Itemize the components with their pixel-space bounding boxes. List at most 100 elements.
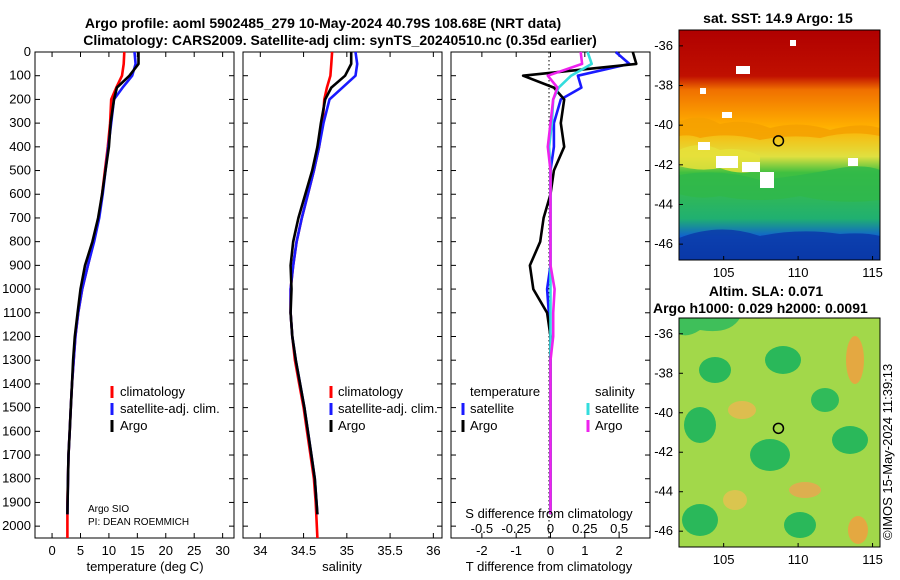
legend-sal-argo: Argo <box>595 418 622 433</box>
salinity-legend: climatology satellite-adj. clim. Argo <box>329 384 438 433</box>
depth-tick-label: 2000 <box>2 518 31 533</box>
depth-tick-label: 700 <box>9 210 31 225</box>
lat-tick-label: -36 <box>654 326 673 341</box>
sla-map-frame <box>678 317 881 548</box>
series-line-argo <box>289 52 353 515</box>
x-tick-label: -2 <box>476 543 488 558</box>
x-tick-label: 35 <box>340 543 354 558</box>
legend-satellite: satellite-adj. clim. <box>120 401 220 416</box>
lon-tick-label: 115 <box>862 265 883 280</box>
argo-institution: Argo SIO <box>88 504 129 515</box>
salinity-depth-ticks <box>243 51 442 527</box>
depth-tick-label: 1600 <box>2 423 31 438</box>
legend-argo: Argo <box>120 418 147 433</box>
depth-tick-label: 500 <box>9 163 31 178</box>
depth-tick-label: 1300 <box>2 352 31 367</box>
x-tick-label: 25 <box>187 543 201 558</box>
sst-map-frame <box>678 29 881 261</box>
legend-satellite: satellite-adj. clim. <box>338 401 438 416</box>
depth-tick-label: 1900 <box>2 494 31 509</box>
sst-cloud-mask <box>700 88 706 94</box>
x-tick-label: 30 <box>215 543 229 558</box>
argo-pi: PI: DEAN ROEMMICH <box>88 517 189 528</box>
lat-tick-label: -42 <box>654 157 673 172</box>
series-line-salinity-argo <box>546 51 584 515</box>
legend-temp-satellite: satellite <box>470 401 514 416</box>
lat-tick-label: -36 <box>654 38 673 53</box>
depth-tick-label: 1800 <box>2 471 31 486</box>
legend-sal-satellite: satellite <box>595 401 639 416</box>
x-tick-label: 10 <box>102 543 116 558</box>
depth-tick-label: 800 <box>9 234 31 249</box>
x-tick-label: 35.5 <box>377 543 402 558</box>
legend-climatology: climatology <box>120 384 186 399</box>
sst-cloud-mask <box>716 156 738 168</box>
salinity-difference-axis: -0.5 -0.25 0 0.25 0.5 <box>471 521 628 536</box>
x-tick-label: 15 <box>130 543 144 558</box>
x-tick-label: 36 <box>426 543 440 558</box>
figure-title-line2: Climatology: CARS2009. Satellite-adj cli… <box>83 32 597 48</box>
s-difference-tick-label: 0.25 <box>572 521 597 536</box>
sst-orange-band <box>679 117 880 140</box>
sla-map-subtitle: Argo h1000: 0.029 h2000: 0.0091 <box>653 300 868 316</box>
sla-green-eddy <box>784 512 816 538</box>
temperature-axes-box <box>34 51 235 539</box>
sla-green-patch <box>679 318 740 336</box>
sst-map-title: sat. SST: 14.9 Argo: 15 <box>703 10 853 26</box>
lat-tick-label: -40 <box>654 117 673 132</box>
temperature-legend: climatology satellite-adj. clim. Argo <box>110 384 220 433</box>
salinity-x-axis: 34 34.5 35 35.5 36 <box>253 52 441 558</box>
argo-float-marker <box>772 135 785 147</box>
lon-tick-label: 110 <box>788 265 809 280</box>
salinity-xlabel: salinity <box>322 559 362 574</box>
depth-tick-label: 0 <box>24 44 31 59</box>
sst-map-image <box>679 30 880 260</box>
lat-tick-label: -46 <box>654 523 673 538</box>
sla-green-eddy <box>765 346 801 374</box>
lon-tick-label: 115 <box>862 552 883 567</box>
imos-credit: ©IMOS 15-May-2024 11:39:13 <box>880 364 895 540</box>
lat-tick-label: -44 <box>654 484 673 499</box>
sla-map-title: Altim. SLA: 0.071 <box>709 283 824 299</box>
legend-salinity-header: salinity <box>595 384 635 399</box>
lat-tick-label: -38 <box>654 365 673 380</box>
temperature-xlabel: temperature (deg C) <box>86 559 203 574</box>
x-tick-label: 0 <box>48 543 55 558</box>
sla-lon-axis: 105 110 115 <box>713 543 883 567</box>
sla-orange-ridge <box>789 482 821 498</box>
sst-cloud-mask <box>760 172 774 188</box>
depth-tick-label: 900 <box>9 257 31 272</box>
depth-tick-label: 1700 <box>2 447 31 462</box>
lat-tick-label: -46 <box>654 236 673 251</box>
depth-tick-label: 1200 <box>2 328 31 343</box>
lat-tick-label: -38 <box>654 78 673 93</box>
legend-argo: Argo <box>338 418 365 433</box>
x-tick-label: 20 <box>159 543 173 558</box>
s-difference-tick-label: 0 <box>547 521 554 536</box>
salinity-panel: 34 34.5 35 35.5 36 salinity climatology sate… <box>242 51 443 574</box>
x-tick-label: 1 <box>581 543 588 558</box>
difference-panel: -2 -1 0 1 2 -0.5 -0.25 0 0.25 0.5 S difference f… <box>450 51 651 574</box>
sst-cloud-mask <box>790 40 796 46</box>
sst-cloud-mask <box>848 158 858 166</box>
salinity-axes-box <box>242 51 443 539</box>
lon-tick-label: 110 <box>788 552 809 567</box>
legend-temperature-header: temperature <box>470 384 540 399</box>
depth-tick-label: 400 <box>9 139 31 154</box>
x-tick-label: 2 <box>616 543 623 558</box>
sla-map-panel: Altim. SLA: 0.071 Argo h1000: 0.029 h200… <box>653 283 883 567</box>
depth-tick-label: 1500 <box>2 400 31 415</box>
sla-green-eddy <box>811 388 839 412</box>
lat-tick-label: -44 <box>654 196 673 211</box>
legend-climatology: climatology <box>338 384 404 399</box>
sst-cloud-mask <box>722 112 732 118</box>
x-tick-label: 34.5 <box>291 543 316 558</box>
temperature-x-axis: 0 5 10 15 20 25 30 <box>48 52 230 558</box>
sla-green-eddy <box>684 407 716 443</box>
depth-tick-label: 600 <box>9 186 31 201</box>
sla-orange-ridge <box>848 516 868 544</box>
x-tick-label: 5 <box>77 543 84 558</box>
s-difference-tick-label: -0.5 <box>471 521 493 536</box>
depth-tick-label: 300 <box>9 115 31 130</box>
difference-depth-ticks <box>451 51 650 527</box>
